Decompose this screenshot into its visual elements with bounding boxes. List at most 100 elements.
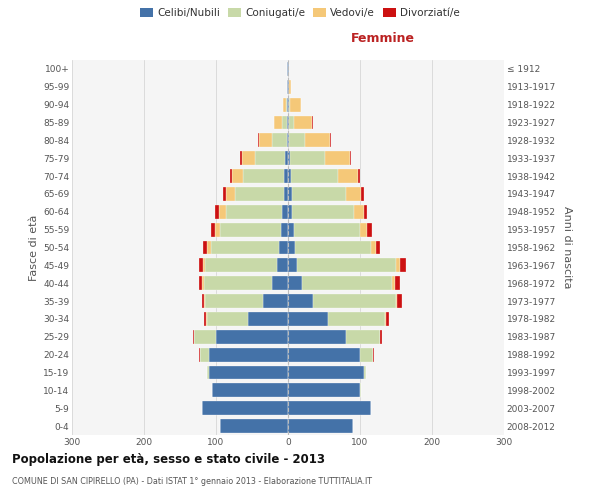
Bar [292, 205, 353, 219]
Bar [200, 348, 209, 362]
Bar [287, 134, 288, 147]
Bar [226, 205, 282, 219]
Bar [288, 330, 346, 344]
Bar [259, 134, 272, 147]
Bar [272, 276, 288, 290]
Bar [292, 187, 346, 201]
Bar [230, 169, 232, 183]
Bar [364, 205, 367, 219]
Bar [290, 151, 325, 165]
Bar [371, 240, 376, 254]
Bar [361, 187, 364, 201]
Bar [281, 116, 287, 130]
Bar [289, 134, 305, 147]
Bar [396, 258, 400, 272]
Bar [283, 98, 286, 112]
Bar [284, 169, 288, 183]
Y-axis label: Fasce di età: Fasce di età [29, 214, 39, 280]
Bar [360, 384, 361, 398]
Bar [288, 222, 294, 236]
Bar [287, 116, 288, 130]
Bar [358, 169, 360, 183]
Bar [295, 240, 371, 254]
Bar [295, 116, 313, 130]
Bar [350, 151, 352, 165]
Bar [288, 276, 302, 290]
Bar [313, 294, 396, 308]
Bar [216, 330, 288, 344]
Bar [288, 205, 292, 219]
Bar [396, 294, 397, 308]
Bar [288, 187, 292, 201]
Bar [226, 187, 235, 201]
Bar [205, 258, 277, 272]
Bar [215, 222, 220, 236]
Bar [277, 258, 288, 272]
Bar [288, 348, 360, 362]
Bar [281, 222, 288, 236]
Bar [220, 419, 288, 433]
Bar [376, 240, 380, 254]
Bar [248, 312, 288, 326]
Bar [235, 187, 284, 201]
Bar [199, 276, 202, 290]
Bar [199, 258, 203, 272]
Bar [241, 151, 242, 165]
Bar [346, 330, 380, 344]
Bar [288, 98, 289, 112]
Bar [288, 169, 291, 183]
Bar [288, 258, 296, 272]
Bar [291, 169, 338, 183]
Bar [242, 151, 255, 165]
Bar [282, 205, 288, 219]
Bar [328, 312, 385, 326]
Text: Femmine: Femmine [351, 32, 415, 45]
Bar [395, 276, 400, 290]
Bar [204, 312, 206, 326]
Bar [288, 151, 290, 165]
Bar [288, 62, 289, 76]
Bar [296, 258, 396, 272]
Bar [360, 348, 373, 362]
Bar [242, 169, 284, 183]
Bar [204, 276, 272, 290]
Bar [288, 294, 313, 308]
Bar [287, 80, 288, 94]
Bar [288, 80, 289, 94]
Legend: Celibi/Nubili, Coniugati/e, Vedovi/e, Divorziatí/e: Celibi/Nubili, Coniugati/e, Vedovi/e, Di… [137, 5, 463, 21]
Bar [305, 134, 331, 147]
Bar [289, 116, 295, 130]
Text: Popolazione per età, sesso e stato civile - 2013: Popolazione per età, sesso e stato civil… [12, 452, 325, 466]
Bar [215, 205, 219, 219]
Bar [203, 258, 205, 272]
Bar [288, 116, 289, 130]
Bar [290, 98, 301, 112]
Bar [203, 240, 208, 254]
Bar [209, 348, 288, 362]
Bar [206, 312, 248, 326]
Bar [202, 276, 204, 290]
Bar [199, 348, 200, 362]
Bar [338, 169, 358, 183]
Bar [288, 366, 364, 380]
Bar [202, 294, 205, 308]
Bar [193, 330, 194, 344]
Bar [284, 187, 288, 201]
Bar [212, 384, 288, 398]
Bar [274, 116, 281, 130]
Bar [263, 294, 288, 308]
Bar [294, 222, 360, 236]
Bar [302, 276, 392, 290]
Bar [287, 98, 288, 112]
Bar [205, 294, 263, 308]
Bar [272, 134, 287, 147]
Bar [286, 98, 287, 112]
Bar [288, 312, 328, 326]
Bar [289, 98, 290, 112]
Bar [285, 151, 288, 165]
Y-axis label: Anni di nascita: Anni di nascita [562, 206, 572, 289]
Bar [194, 330, 216, 344]
Bar [280, 240, 288, 254]
Bar [288, 240, 295, 254]
Bar [360, 222, 367, 236]
